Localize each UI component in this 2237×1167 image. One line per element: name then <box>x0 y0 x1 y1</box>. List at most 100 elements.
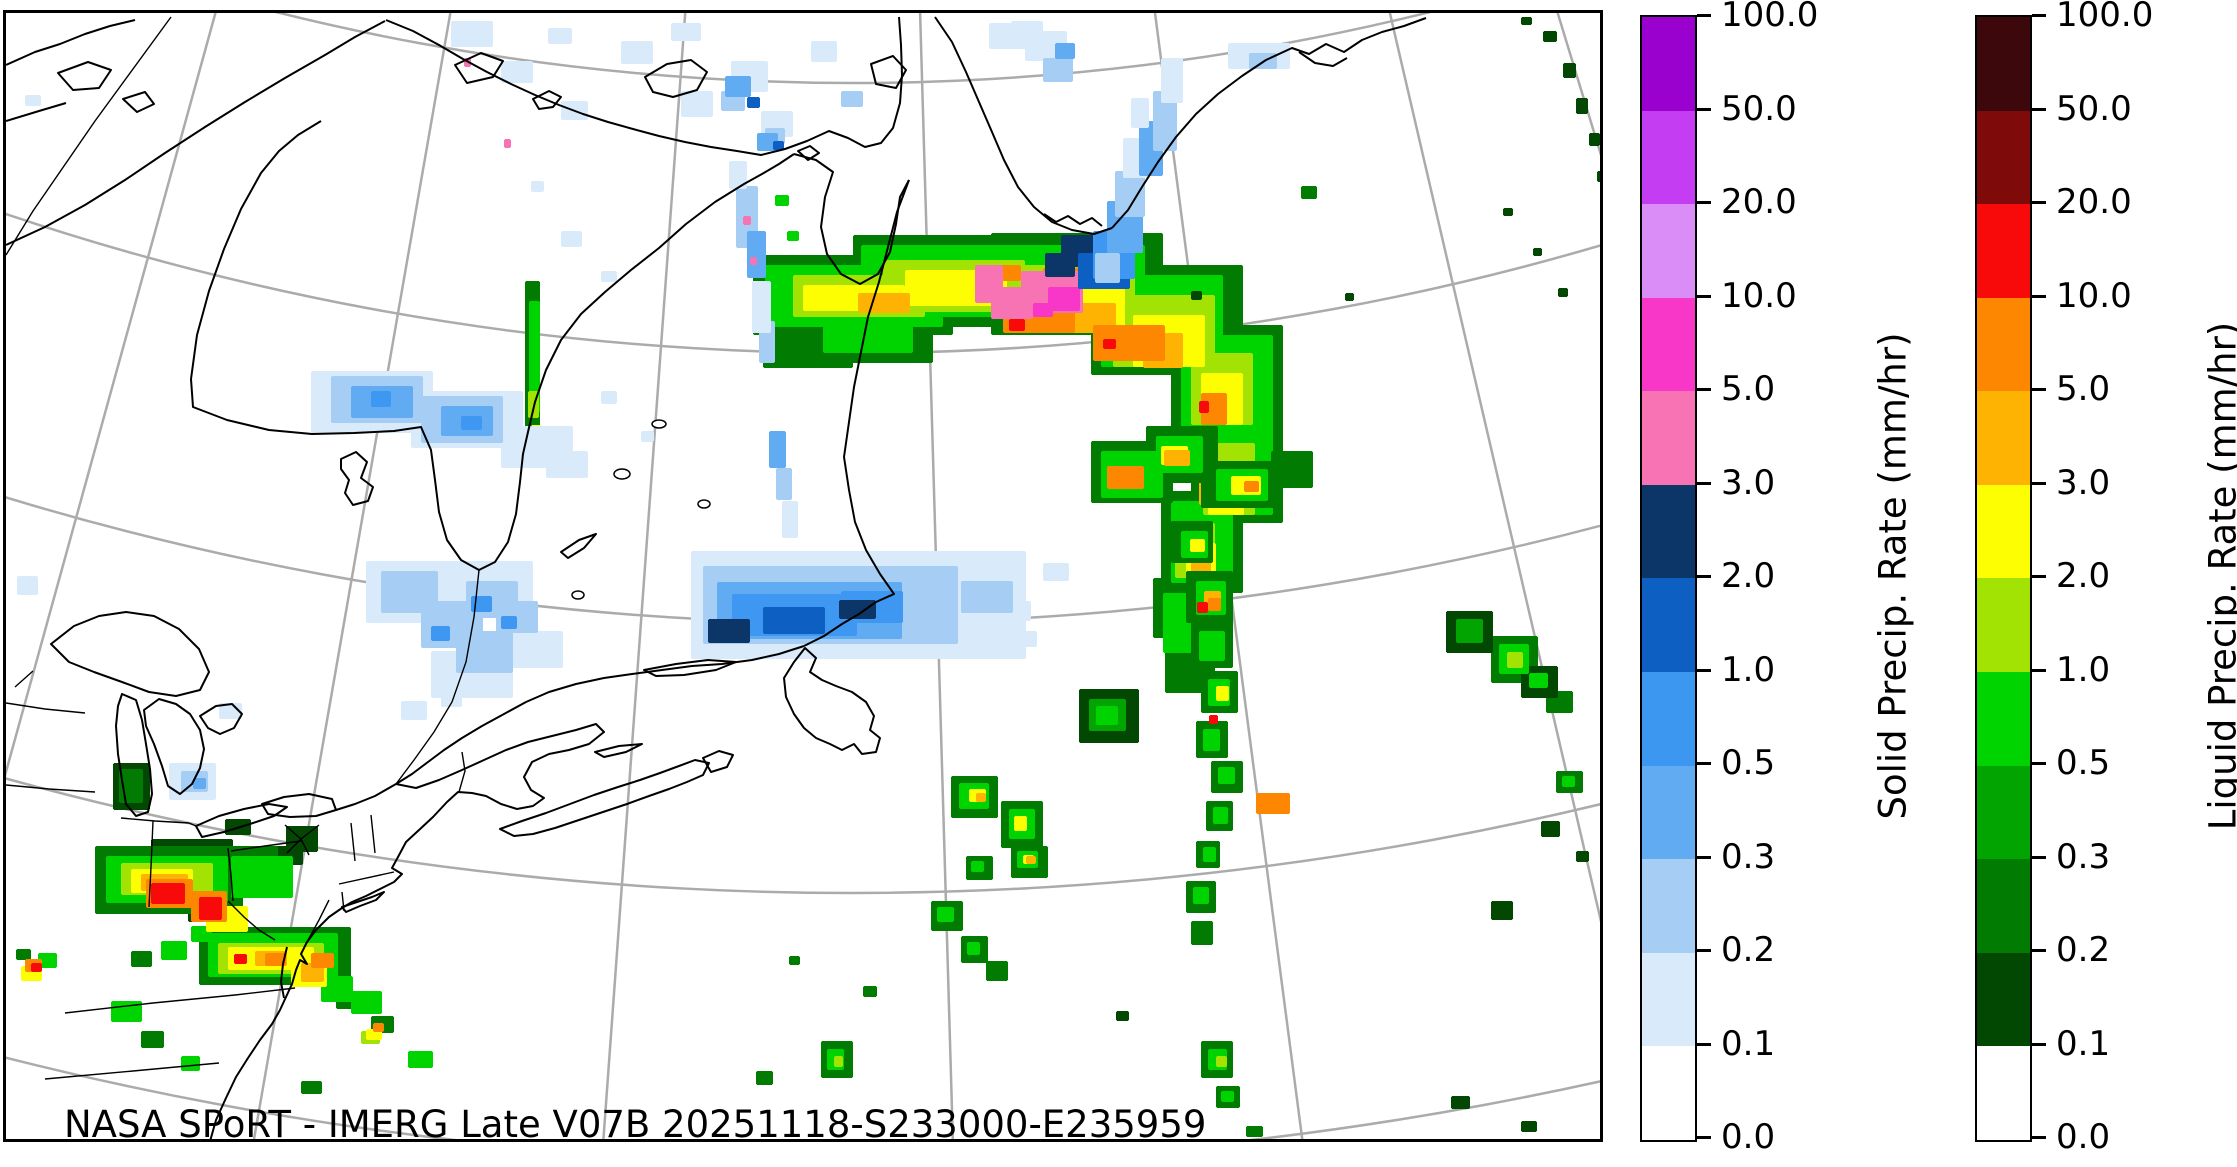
precip-cell <box>601 271 617 282</box>
colorbar-tick-label: 1.0 <box>2056 650 2111 690</box>
precip-cell <box>1107 466 1144 489</box>
precip-cell <box>1164 450 1190 466</box>
precip-cell <box>1131 98 1149 128</box>
precip-cell <box>1115 171 1145 217</box>
precip-cell <box>1533 248 1542 256</box>
precip-cell <box>1541 821 1560 837</box>
colorbar-tick-mark <box>2032 669 2046 672</box>
colorbar-segment <box>1642 1046 1695 1140</box>
precip-cell <box>1216 1056 1227 1067</box>
colorbar-tick-label: 20.0 <box>2056 182 2132 222</box>
precip-cell <box>231 856 293 898</box>
coastline <box>532 90 562 110</box>
precip-cell <box>1562 776 1575 787</box>
coastline <box>6 19 136 66</box>
precip-cell <box>1033 303 1053 317</box>
precip-cell <box>1345 293 1354 301</box>
graticule-meridian <box>1388 13 1600 923</box>
precip-cell <box>1009 319 1025 331</box>
colorbar-tick-mark <box>1697 856 1711 859</box>
colorbar-tick-label: 5.0 <box>2056 369 2111 409</box>
precip-cell <box>776 468 792 500</box>
colorbar-segment <box>1977 204 2030 298</box>
colorbar-tick-label: 0.3 <box>1721 837 1776 877</box>
colorbar-segment <box>1642 859 1695 953</box>
colorbar-tick-label: 0.2 <box>2056 930 2111 970</box>
coastline <box>1111 17 1427 229</box>
liquid-precip-colorbar-label: Liquid Precip. Rate (mm/hr) <box>2201 321 2237 831</box>
precip-cell <box>1244 481 1259 492</box>
precip-cell <box>756 1071 773 1085</box>
precip-cell <box>729 161 747 189</box>
liquid-precip-colorbar <box>1975 15 2032 1142</box>
political-border <box>6 16 172 256</box>
precip-cell <box>773 141 784 150</box>
colorbar-tick-mark <box>2032 388 2046 391</box>
colorbar-tick-mark <box>1697 762 1711 765</box>
precip-cell <box>1271 451 1313 488</box>
coastline <box>1043 213 1103 227</box>
precip-cell <box>858 293 910 313</box>
colorbar-segment <box>1977 672 2030 766</box>
precip-cell <box>431 626 450 641</box>
colorbar-tick-mark <box>2032 1043 2046 1046</box>
colorbar-tick-mark <box>2032 14 2046 17</box>
colorbar-tick-mark <box>1697 949 1711 952</box>
precip-cell <box>501 616 517 629</box>
precip-cell <box>641 431 654 442</box>
precip-cell <box>1507 652 1523 668</box>
precip-cell <box>775 195 789 206</box>
precip-cell <box>1197 602 1208 613</box>
colorbar-tick-mark <box>2032 1136 2046 1139</box>
precip-cell <box>451 21 493 47</box>
coastline <box>195 803 288 838</box>
graticule-parallel <box>6 777 1600 894</box>
precip-cell <box>161 941 187 960</box>
colorbar-tick-label: 2.0 <box>1721 556 1776 596</box>
precip-cell <box>1521 17 1532 25</box>
colorbar-tick-mark <box>1697 575 1711 578</box>
precip-cell <box>373 1023 384 1032</box>
colorbar-tick-label: 2.0 <box>2056 556 2111 596</box>
colorbar-tick-label: 50.0 <box>1721 89 1797 129</box>
colorbar-tick-mark <box>1697 14 1711 17</box>
coastline <box>199 703 243 735</box>
lake <box>613 468 631 480</box>
precip-cell <box>769 431 786 468</box>
precip-cell <box>708 619 750 643</box>
precip-cell <box>1213 807 1228 824</box>
coastline <box>6 20 386 246</box>
precip-cell <box>1451 1096 1470 1109</box>
colorbar-tick-mark <box>2032 482 2046 485</box>
coastline <box>499 759 710 837</box>
precip-cell <box>199 897 222 920</box>
precip-cell <box>757 133 778 151</box>
colorbar-segment <box>1642 765 1695 860</box>
colorbar-segment <box>1977 859 2030 953</box>
lake <box>697 499 711 509</box>
precip-cell <box>743 216 751 225</box>
precip-cell <box>1015 631 1037 647</box>
precip-cell <box>1576 851 1589 862</box>
precip-cell <box>863 986 877 997</box>
precip-cell <box>1456 619 1483 643</box>
coastline <box>594 743 643 758</box>
precip-cell <box>750 257 757 265</box>
precip-cell <box>311 953 334 968</box>
coastline <box>115 693 153 817</box>
precip-cell <box>234 954 247 964</box>
solid-precip-colorbar <box>1640 15 1697 1142</box>
precip-cell <box>1011 21 1043 42</box>
colorbar-segment <box>1642 391 1695 485</box>
coastline <box>340 451 374 506</box>
colorbar-tick-label: 0.1 <box>1721 1024 1776 1064</box>
precip-cell <box>25 95 41 106</box>
precip-cell <box>1055 43 1075 59</box>
precip-cell <box>1558 288 1568 297</box>
precip-cell <box>1014 816 1027 831</box>
lake <box>571 590 585 600</box>
solid-precip-colorbar-ticks: 100.0 50.0 20.0 10.0 5.0 3.0 2.0 1.0 0.5 0.3 0.2 0.… <box>1697 0 1897 1157</box>
colorbar-tick-label: 0.0 <box>2056 1117 2111 1157</box>
precip-cell <box>1199 631 1225 661</box>
colorbar-tick-mark <box>2032 575 2046 578</box>
